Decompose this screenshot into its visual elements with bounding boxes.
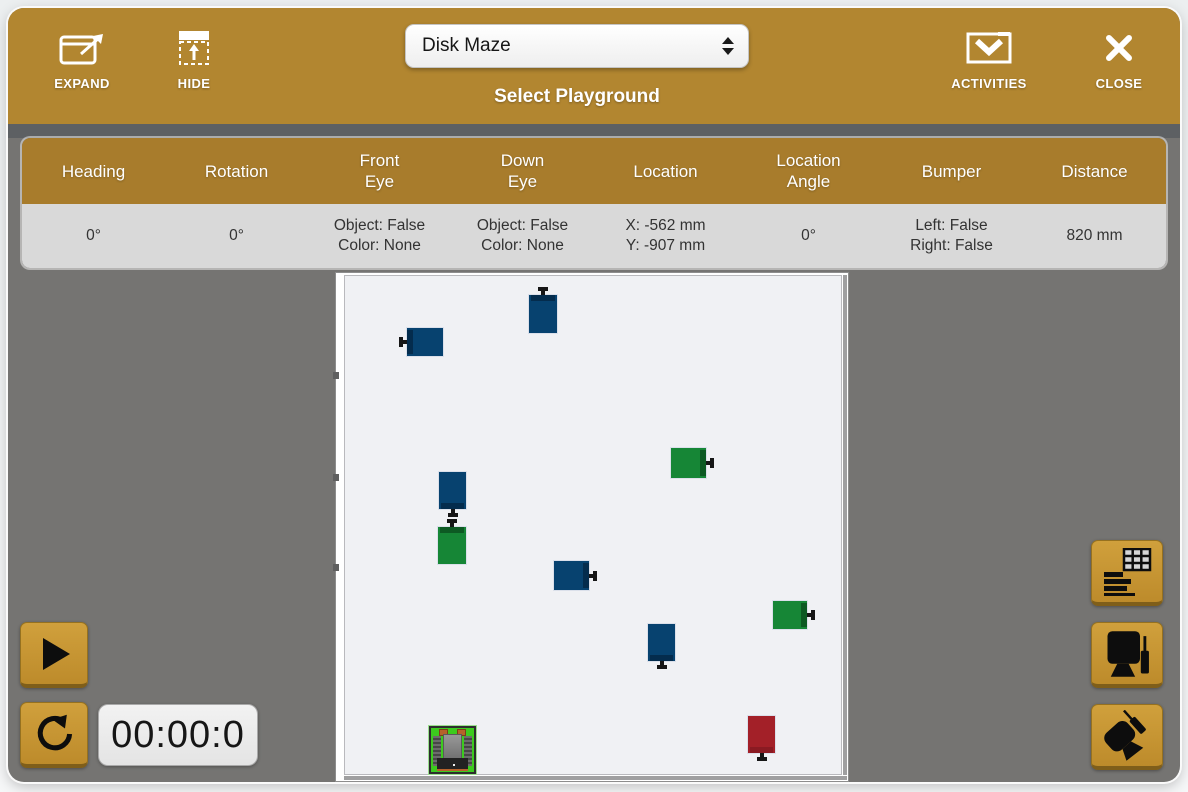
disk-knob: [807, 613, 813, 617]
top-toolbar: EXPAND HIDE Disk Maze: [8, 8, 1180, 124]
playground-edge-tick: [333, 564, 339, 571]
disk-cap: [407, 330, 413, 354]
column-header-heading: Heading: [61, 161, 126, 181]
robot-body: [443, 734, 462, 760]
sensor-table: Heading Rotation Front Eye Down Eye Location Lo…: [22, 138, 1166, 268]
playground-select-value: Disk Maze: [422, 35, 511, 56]
disk-blue[interactable]: [439, 472, 466, 517]
disk-knob: [710, 458, 714, 468]
play-button[interactable]: [20, 622, 88, 688]
disk-knob: [399, 337, 403, 347]
close-icon: [1105, 26, 1133, 70]
reset-icon: [37, 714, 73, 750]
disk-knob: [538, 287, 548, 291]
disk-cap: [650, 655, 673, 661]
playground-edge-tick: [333, 474, 339, 481]
close-button[interactable]: CLOSE: [1077, 26, 1161, 112]
activities-label: ACTIVITIES: [951, 76, 1027, 91]
disk-red[interactable]: [748, 716, 775, 761]
hide-label: HIDE: [177, 76, 211, 91]
disk-cap: [440, 527, 464, 533]
disk-knob: [659, 661, 664, 667]
robot[interactable]: [429, 726, 476, 774]
expand-button[interactable]: EXPAND: [36, 26, 128, 112]
robot-left-wheel: [433, 736, 441, 766]
hide-button[interactable]: HIDE: [154, 26, 234, 112]
column-header-rotation: Rotation: [204, 161, 269, 181]
disk-blue[interactable]: [648, 624, 675, 669]
sensor-value-distance: 820 mm: [1066, 227, 1123, 244]
select-spinner-icon: [722, 37, 734, 55]
playground-bottom-gutter: [344, 776, 847, 780]
disk-knob: [811, 610, 815, 620]
disk-knob: [589, 573, 595, 578]
timer-display: 00:00:0: [98, 704, 258, 766]
disk-knob: [706, 461, 712, 465]
simulator-window: EXPAND HIDE Disk Maze: [8, 8, 1180, 782]
playground-edge-tick: [333, 372, 339, 379]
sensor-value-location: X: -562 mm Y: -907 mm: [625, 217, 706, 254]
sensor-value-rotation: 0°: [229, 227, 244, 244]
sensor-table-value-row: 0° 0° Object: False Color: None Object: Fals…: [22, 204, 1166, 268]
disk-cap: [801, 603, 807, 627]
disk-blue[interactable]: [529, 287, 557, 333]
activities-icon: [966, 26, 1012, 70]
disk-green[interactable]: [773, 601, 815, 629]
column-header-down-eye: Down Eye: [500, 151, 545, 191]
sensor-value-front-eye: Object: False Color: None: [333, 217, 426, 254]
robot-led: [452, 764, 455, 766]
hide-icon: [178, 26, 210, 70]
robot-right-wheel: [464, 736, 472, 766]
playground-panel: [333, 272, 849, 782]
disk-blue[interactable]: [399, 328, 443, 356]
select-playground-label: Select Playground: [494, 86, 660, 107]
robot-panel-button[interactable]: [1091, 622, 1163, 688]
sensor-value-bumper: Left: False Right: False: [910, 217, 993, 254]
playground-right-gutter: [843, 275, 847, 775]
column-header-distance: Distance: [1061, 161, 1128, 181]
expand-icon: [59, 26, 105, 70]
disk-cap: [531, 295, 555, 301]
toolbar-shadow-strip: [8, 124, 1180, 138]
disk-cap: [700, 450, 706, 476]
disk-knob: [447, 519, 457, 523]
tag-tool-button[interactable]: [1091, 704, 1163, 770]
disk-knob: [450, 521, 454, 527]
disk-knob: [450, 509, 455, 515]
sensor-value-down-eye: Object: False Color: None: [476, 217, 569, 254]
robot-board-icon: [1107, 630, 1149, 677]
sensor-data-button[interactable]: [1091, 540, 1163, 606]
disk-green[interactable]: [438, 519, 466, 564]
data-table-icon: [1104, 547, 1152, 596]
sensor-value-location-angle: 0°: [801, 227, 816, 244]
playground-select[interactable]: Disk Maze: [405, 24, 749, 68]
disk-blue[interactable]: [554, 561, 597, 590]
play-icon: [43, 637, 70, 670]
disk-cap: [750, 747, 773, 753]
close-label: CLOSE: [1095, 76, 1143, 91]
sensor-value-heading: 0°: [86, 227, 101, 244]
tag-icon: [1104, 709, 1146, 761]
reset-button[interactable]: [20, 702, 88, 768]
disk-green[interactable]: [671, 448, 714, 478]
sensor-table-header-row: Heading Rotation Front Eye Down Eye Location Lo…: [22, 138, 1166, 204]
disk-knob: [593, 570, 597, 581]
column-header-front-eye: Front Eye: [359, 151, 400, 191]
disk-knob: [756, 757, 767, 761]
disk-knob: [656, 665, 667, 669]
column-header-bumper: Bumper: [921, 161, 982, 181]
expand-label: EXPAND: [54, 76, 110, 91]
column-header-location: Location: [633, 161, 698, 181]
disk-knob: [401, 340, 407, 344]
disk-knob: [447, 513, 458, 517]
disk-cap: [441, 503, 464, 509]
disk-knob: [759, 753, 764, 759]
column-header-location-angle: Location Angle: [776, 151, 841, 191]
playground-canvas[interactable]: [344, 275, 842, 775]
disk-knob: [541, 289, 545, 295]
timer-value: 00:00:0: [111, 713, 245, 756]
disk-cap: [583, 563, 589, 588]
activities-button[interactable]: ACTIVITIES: [934, 26, 1044, 112]
